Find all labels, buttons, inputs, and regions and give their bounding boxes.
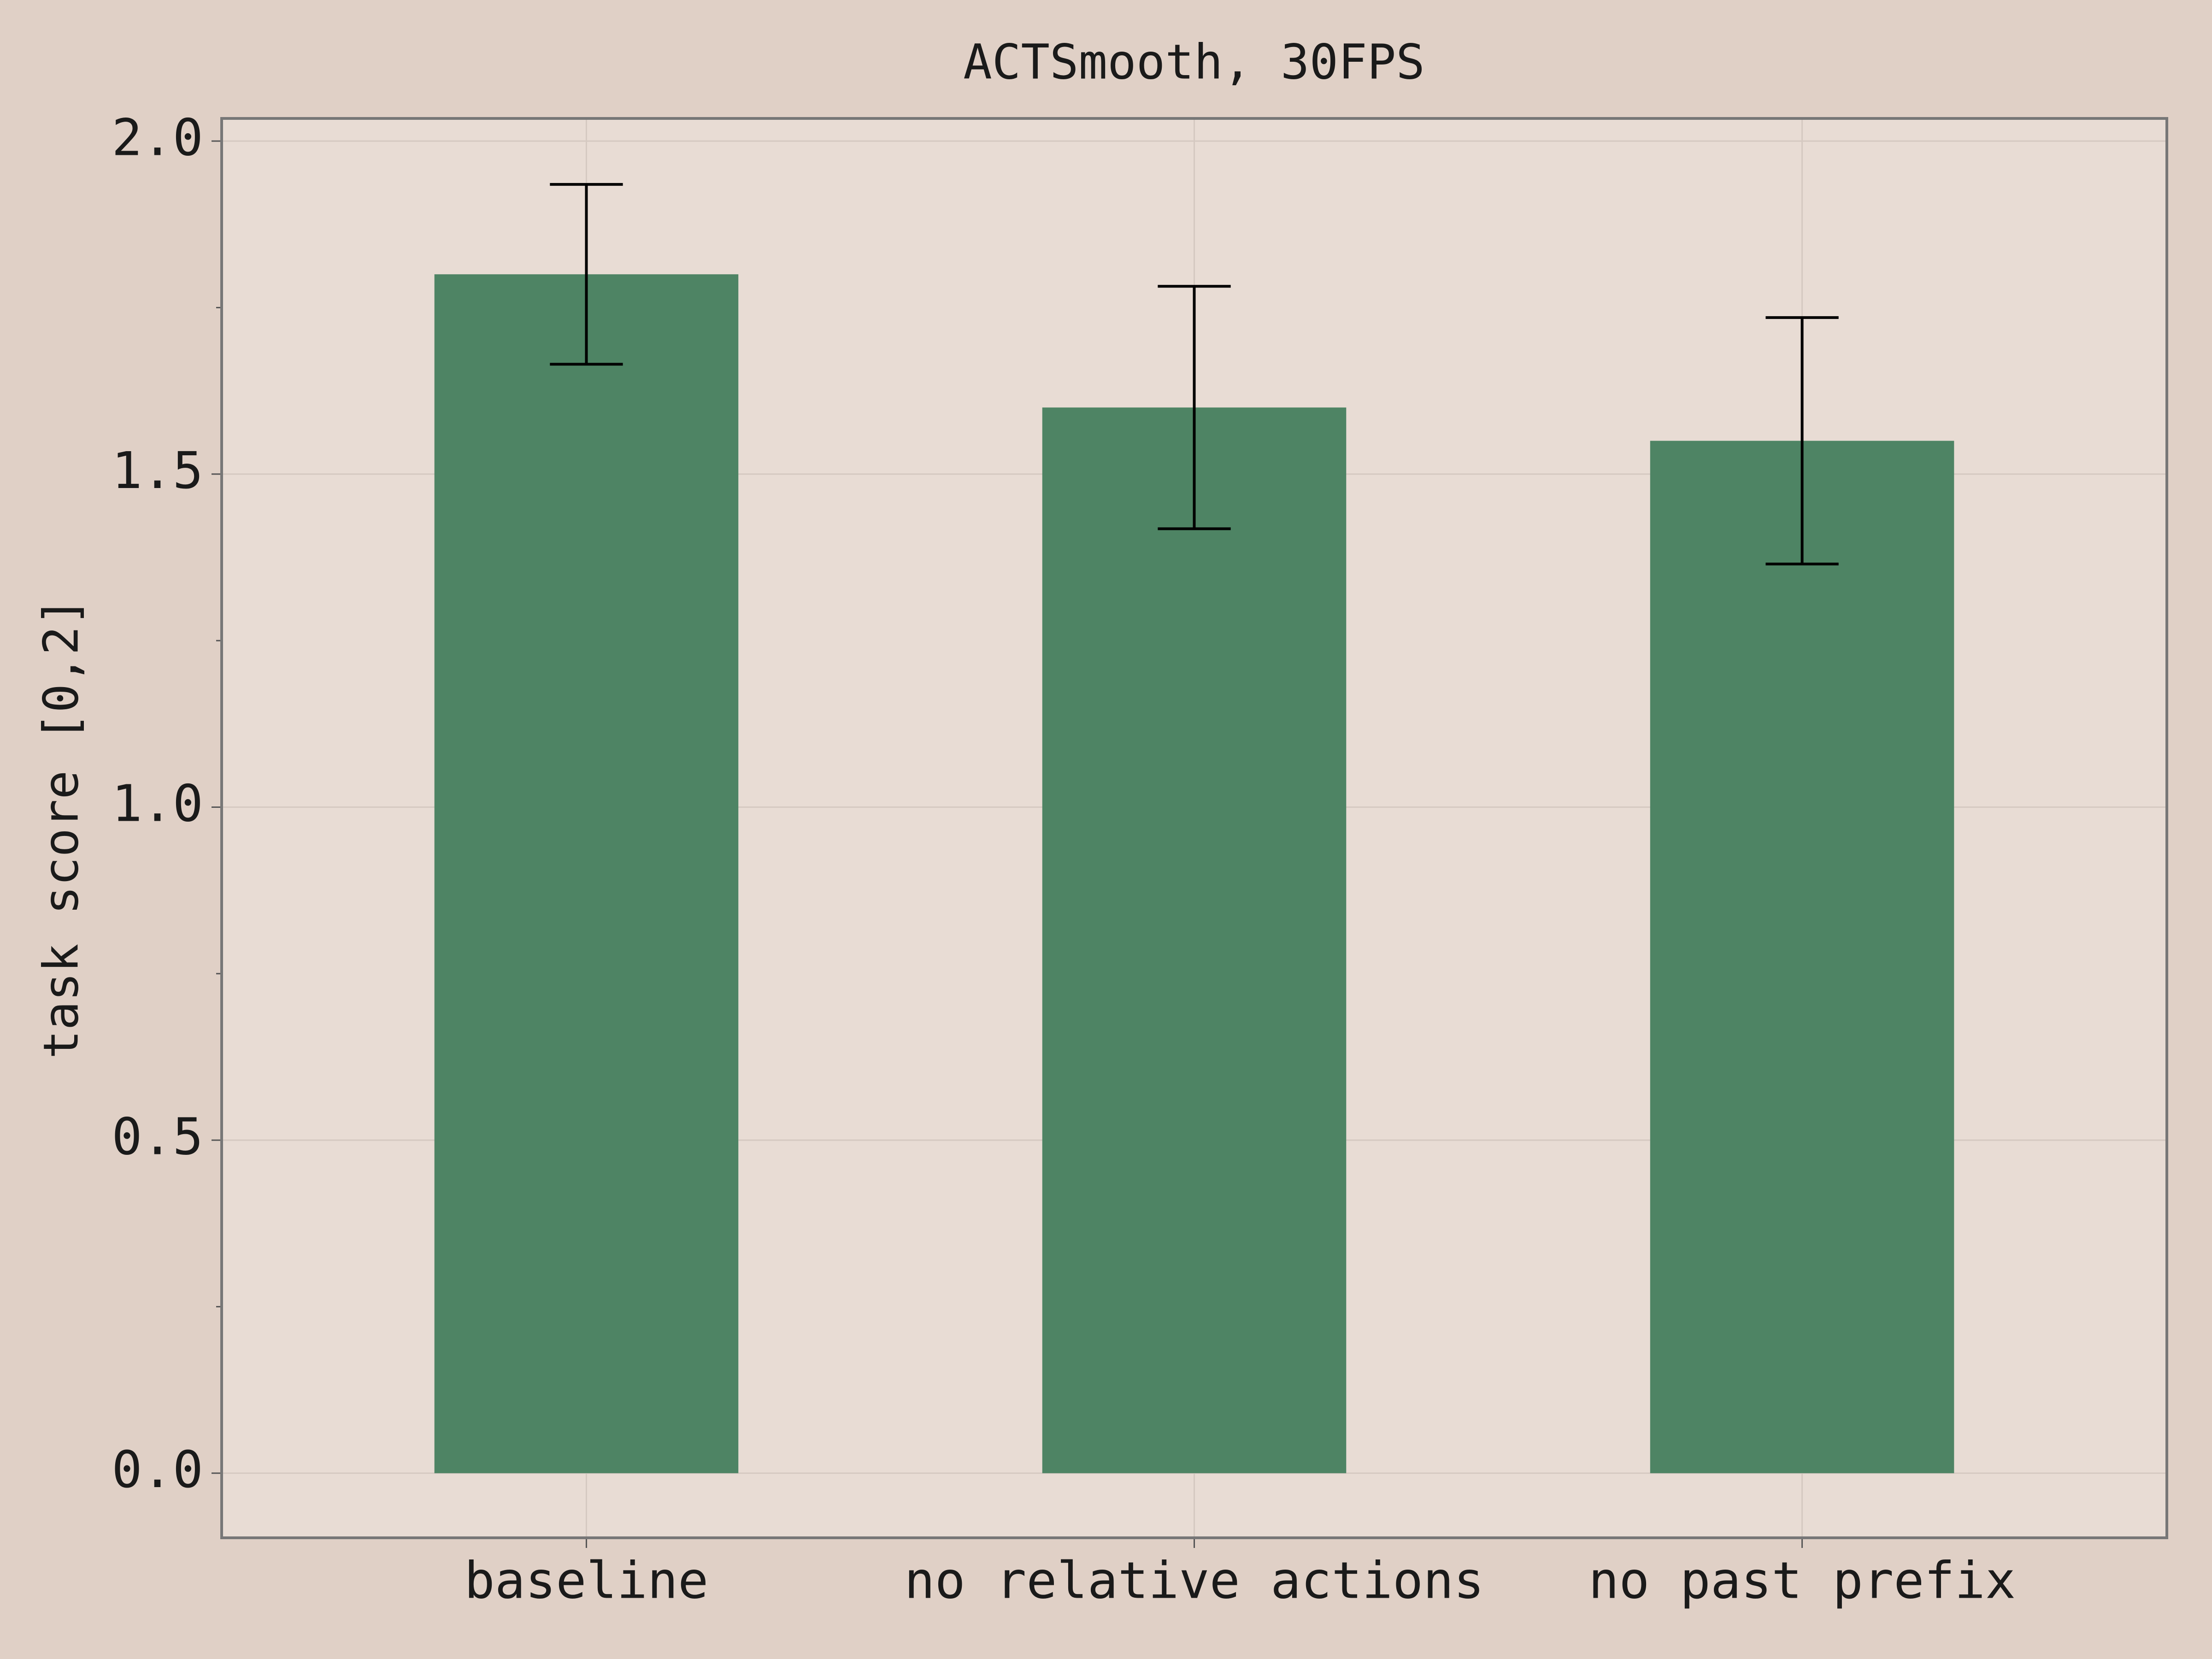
y-tick-label: 1.5 xyxy=(112,441,203,500)
chart-title: ACTSmooth, 30FPS xyxy=(963,34,1425,90)
x-tick-label: no relative actions xyxy=(904,1551,1484,1610)
y-tick-label: 2.0 xyxy=(112,108,203,167)
bar xyxy=(1650,441,1954,1473)
frame xyxy=(220,117,2168,1539)
bar xyxy=(1042,407,1347,1473)
x-tick-label: baseline xyxy=(465,1551,709,1610)
x-tick-label: no past prefix xyxy=(1588,1551,2016,1610)
y-tick-label: 0.5 xyxy=(112,1107,203,1166)
bar xyxy=(434,274,739,1473)
y-tick-label: 1.0 xyxy=(112,774,203,833)
plot: 0.0 0.5 1.0 1.5 2.0 baseline no relative actio… xyxy=(112,108,2167,1610)
y-axis-label: task score [0,2] xyxy=(33,597,89,1059)
y-tick-label: 0.0 xyxy=(112,1440,203,1499)
